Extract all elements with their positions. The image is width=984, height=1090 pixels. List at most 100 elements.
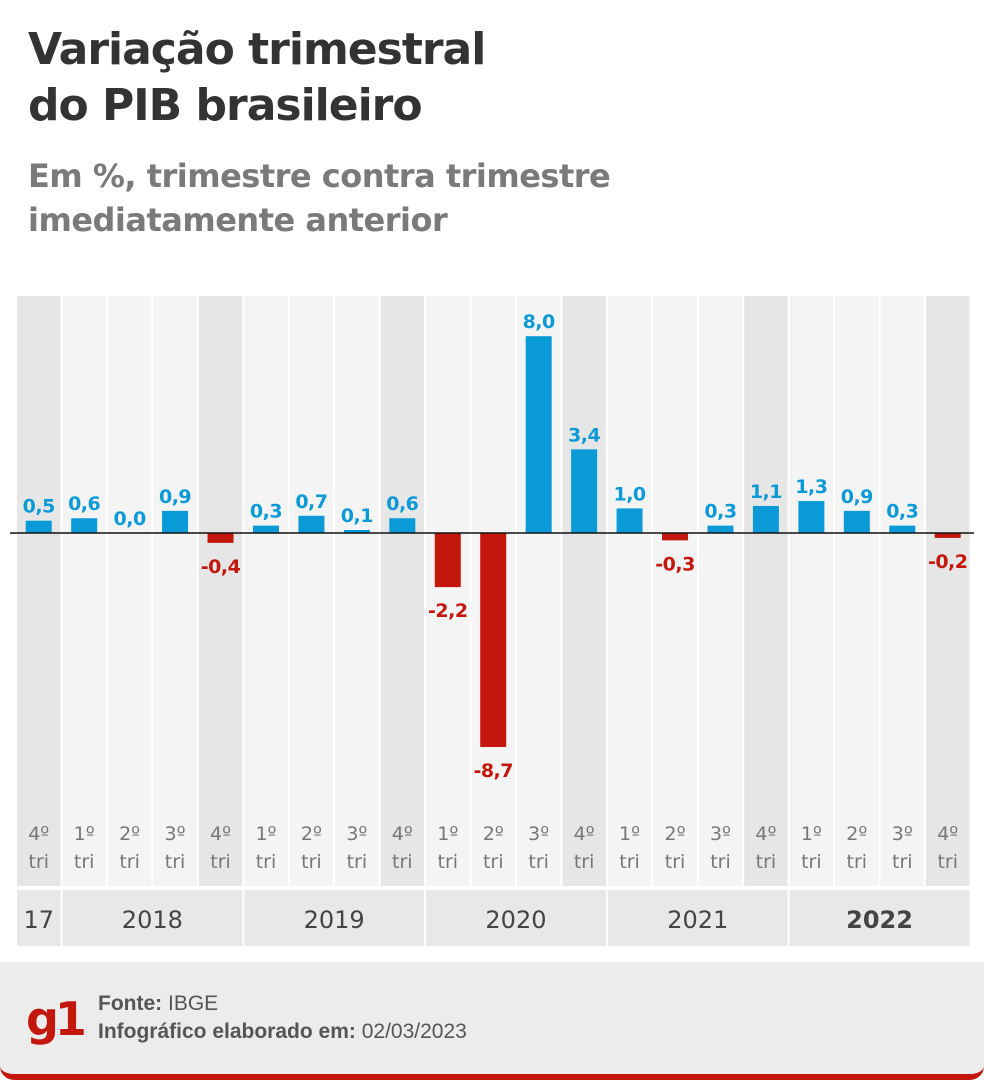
- gdp-bar-chart: 0,5 0,6 0,0 0,9 -0,4 0,3 0,7 0,1 0,6 -2,2 -8,7 8,0 3…: [10, 296, 974, 946]
- quarter-tick-label: 4º: [28, 823, 49, 845]
- value-label: 1,1: [750, 481, 782, 503]
- bar: [434, 533, 461, 588]
- value-label: -2,2: [428, 600, 468, 622]
- quarter-tick-sublabel: tri: [74, 851, 95, 873]
- value-label: 0,3: [886, 501, 918, 523]
- value-label: -0,4: [201, 556, 241, 578]
- bar: [252, 525, 279, 533]
- value-label: 0,5: [23, 496, 55, 518]
- year-label: 2020: [485, 906, 546, 934]
- value-label: 0,6: [68, 493, 100, 515]
- column-band: [153, 296, 197, 886]
- column-band: [653, 296, 697, 886]
- quarter-tick-sublabel: tri: [710, 851, 731, 873]
- value-label: -8,7: [473, 760, 513, 782]
- value-label: 0,7: [295, 491, 327, 513]
- value-label: -0,2: [928, 551, 968, 573]
- value-label: 1,0: [613, 483, 645, 505]
- value-label: 0,9: [841, 486, 873, 508]
- bar: [616, 508, 643, 533]
- quarter-tick-label: 3º: [528, 823, 549, 845]
- bar: [934, 533, 961, 538]
- column-band: [835, 296, 879, 886]
- column-band: [789, 296, 834, 886]
- bar: [662, 533, 689, 541]
- quarter-tick-sublabel: tri: [28, 851, 49, 873]
- quarter-tick-sublabel: tri: [392, 851, 413, 873]
- bar: [843, 510, 870, 533]
- column-band: [107, 296, 152, 886]
- bar: [71, 518, 98, 533]
- quarter-tick-label: 4º: [210, 823, 231, 845]
- value-label: 3,4: [568, 424, 600, 446]
- quarter-tick-label: 3º: [892, 823, 913, 845]
- column-band: [607, 296, 652, 886]
- chart-title-line-2: do PIB brasileiro: [28, 80, 423, 131]
- quarter-tick-sublabel: tri: [574, 851, 595, 873]
- year-label: 2022: [846, 906, 913, 934]
- bar: [207, 533, 234, 543]
- value-label: 0,3: [704, 501, 736, 523]
- column-band: [926, 296, 970, 886]
- bar: [889, 525, 916, 533]
- quarter-tick-label: 4º: [392, 823, 413, 845]
- column-band: [62, 296, 106, 886]
- year-band: [789, 890, 970, 946]
- bar: [25, 520, 52, 533]
- quarter-tick-label: 3º: [346, 823, 367, 845]
- value-label: 0,0: [114, 508, 146, 530]
- credits: Fonte: IBGE Infográfico elaborado em: 02…: [98, 990, 467, 1046]
- column-band: [380, 296, 425, 886]
- year-label: 2019: [304, 906, 365, 934]
- quarter-tick-label: 1º: [437, 823, 458, 845]
- quarter-tick-label: 2º: [119, 823, 140, 845]
- column-band: [744, 296, 788, 886]
- column-band: [335, 296, 379, 886]
- column-band: [198, 296, 243, 886]
- column-band: [17, 296, 61, 886]
- column-band: [880, 296, 924, 886]
- bar: [480, 533, 507, 748]
- year-band: [607, 890, 788, 946]
- quarter-tick-sublabel: tri: [301, 851, 322, 873]
- chart-title-line-1: Variação trimestral: [28, 24, 486, 75]
- year-band: [17, 890, 61, 946]
- quarter-tick-label: 2º: [301, 823, 322, 845]
- quarter-tick-label: 1º: [619, 823, 640, 845]
- source-label: Fonte:: [98, 992, 163, 1015]
- bar: [525, 336, 552, 533]
- quarter-tick-sublabel: tri: [847, 851, 868, 873]
- quarter-tick-sublabel: tri: [165, 851, 186, 873]
- value-label: 0,6: [386, 493, 418, 515]
- chart-subtitle-line-2: imediatamente anterior: [28, 201, 448, 239]
- quarter-tick-sublabel: tri: [801, 851, 822, 873]
- bar: [162, 510, 189, 533]
- value-label: -0,3: [655, 553, 695, 575]
- year-band: [426, 890, 606, 946]
- bar: [389, 518, 416, 533]
- date-label: Infográfico elaborado em:: [98, 1020, 356, 1043]
- quarter-tick-sublabel: tri: [119, 851, 140, 873]
- quarter-tick-sublabel: tri: [528, 851, 549, 873]
- quarter-tick-sublabel: tri: [619, 851, 640, 873]
- quarter-tick-sublabel: tri: [892, 851, 913, 873]
- chart-subtitle: Em %, trimestre contra trimestre imediat…: [28, 154, 611, 242]
- bar: [571, 449, 598, 533]
- quarter-tick-label: 1º: [74, 823, 95, 845]
- quarter-tick-sublabel: tri: [937, 851, 958, 873]
- chart-subtitle-line-1: Em %, trimestre contra trimestre: [28, 157, 611, 195]
- year-band: [244, 890, 425, 946]
- quarter-tick-sublabel: tri: [256, 851, 277, 873]
- year-label: 2021: [667, 906, 728, 934]
- footer: [0, 962, 984, 1080]
- quarter-tick-sublabel: tri: [210, 851, 231, 873]
- column-band: [698, 296, 743, 886]
- date-line: Infográfico elaborado em: 02/03/2023: [98, 1018, 467, 1046]
- quarter-tick-sublabel: tri: [483, 851, 504, 873]
- quarter-tick-sublabel: tri: [756, 851, 777, 873]
- source-line: Fonte: IBGE: [98, 990, 467, 1018]
- value-label: 0,1: [341, 505, 373, 527]
- quarter-tick-label: 2º: [846, 823, 867, 845]
- quarter-tick-label: 4º: [574, 823, 595, 845]
- g1-logo: g1: [26, 992, 87, 1046]
